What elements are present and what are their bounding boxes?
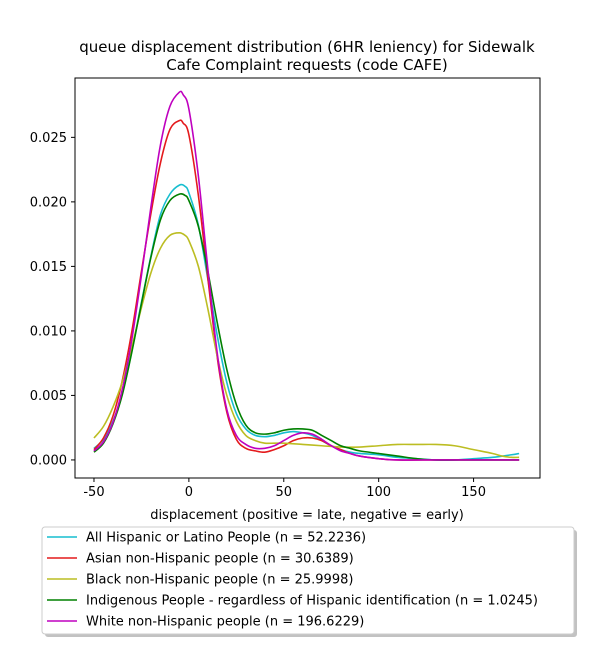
x-tick-label: 100 bbox=[366, 485, 391, 500]
y-tick-label: 0.000 bbox=[30, 453, 67, 468]
x-axis: -50 0 50 100 150 bbox=[83, 478, 486, 500]
y-tick-label: 0.010 bbox=[30, 324, 67, 339]
plot-area bbox=[93, 90, 520, 461]
legend-label-4: White non-Hispanic people (n = 196.6229) bbox=[86, 615, 364, 630]
legend-label-0: All Hispanic or Latino People (n = 52.22… bbox=[86, 531, 366, 546]
series-line-4 bbox=[93, 90, 520, 461]
x-axis-label: displacement (positive = late, negative … bbox=[150, 508, 464, 523]
y-tick-label: 0.025 bbox=[30, 131, 67, 146]
series-line-3 bbox=[93, 193, 520, 461]
y-tick-label: 0.005 bbox=[30, 389, 67, 404]
x-tick-label: -50 bbox=[83, 485, 104, 500]
legend-label-1: Asian non-Hispanic people (n = 30.6389) bbox=[86, 552, 354, 567]
legend-label-2: Black non-Hispanic people (n = 25.9998) bbox=[86, 573, 353, 588]
y-tick-label: 0.015 bbox=[30, 260, 67, 275]
chart-title-line-1: queue displacement distribution (6HR len… bbox=[79, 38, 535, 56]
x-tick-label: 0 bbox=[185, 485, 193, 500]
series-line-2 bbox=[93, 232, 520, 459]
plot-frame bbox=[74, 77, 541, 479]
y-axis: 0.000 0.005 0.010 0.015 0.020 0.025 bbox=[30, 131, 75, 468]
series-line-1 bbox=[93, 119, 520, 461]
legend: All Hispanic or Latino People (n = 52.22… bbox=[41, 526, 577, 637]
x-tick-label: 150 bbox=[461, 485, 486, 500]
legend-box bbox=[41, 526, 575, 635]
x-tick-label: 50 bbox=[276, 485, 293, 500]
legend-label-3: Indigenous People - regardless of Hispan… bbox=[86, 594, 538, 609]
chart-title-line-2: Cafe Complaint requests (code CAFE) bbox=[166, 56, 448, 74]
series-line-0 bbox=[93, 183, 520, 461]
y-tick-label: 0.020 bbox=[30, 195, 67, 210]
